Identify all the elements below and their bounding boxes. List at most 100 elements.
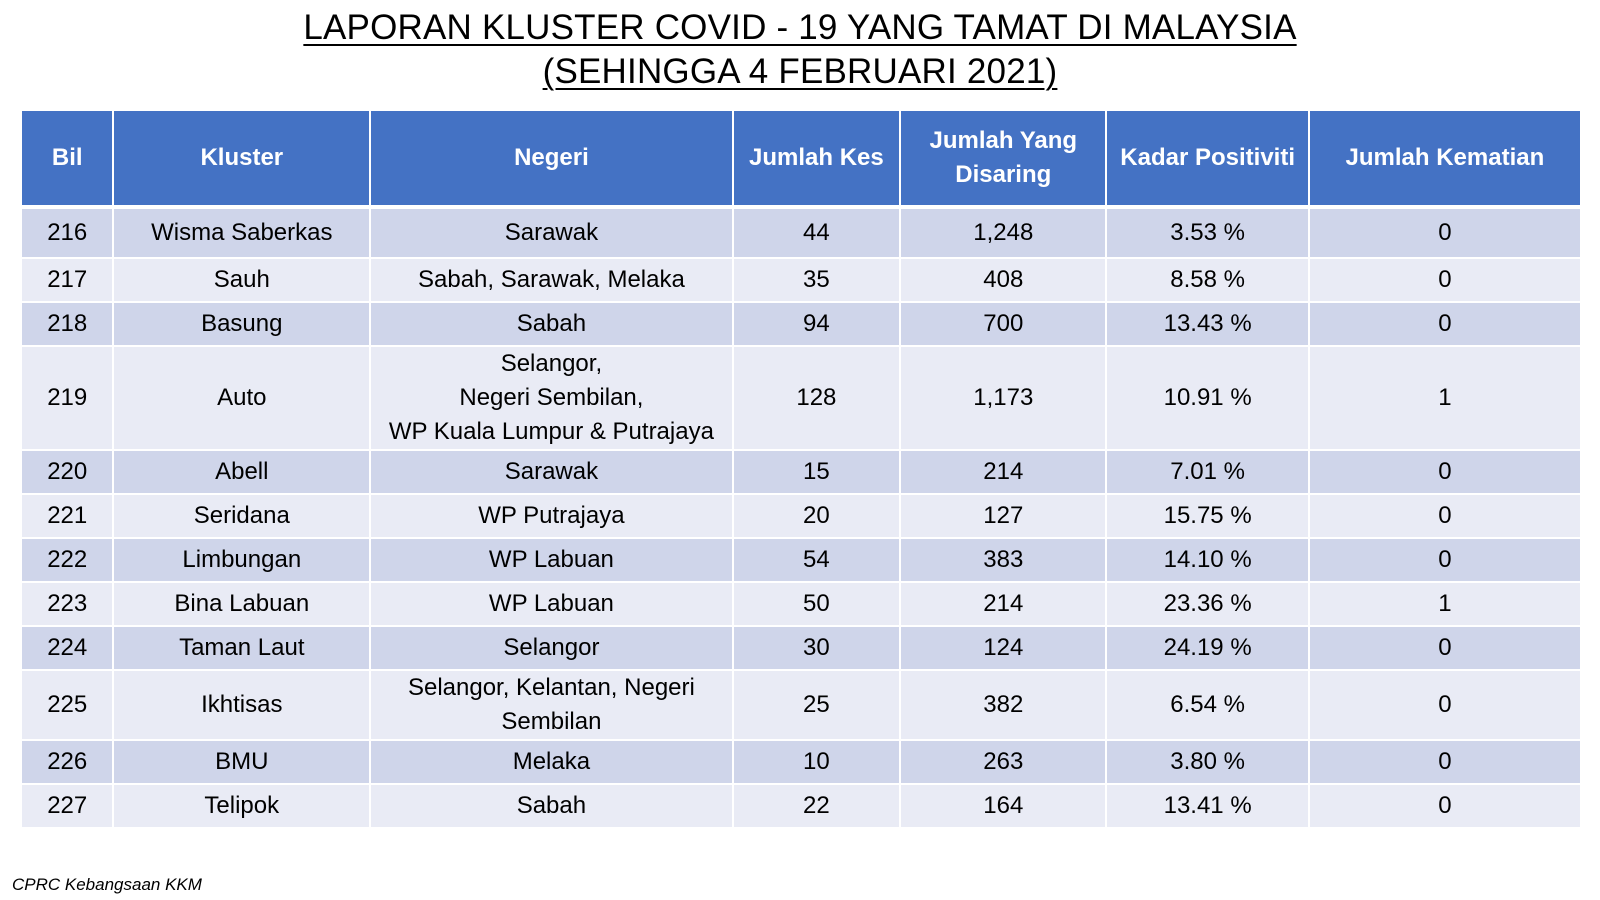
cell-jumlah-kematian: 0 bbox=[1307, 669, 1583, 741]
table-row: 216 Wisma Saberkas Sarawak 44 1,248 3.53… bbox=[19, 206, 1583, 259]
header-negeri: Negeri bbox=[369, 109, 734, 209]
table-row: 225 Ikhtisas Selangor, Kelantan, Negeri … bbox=[19, 669, 1583, 741]
cell-kadar-positiviti: 8.58 % bbox=[1105, 257, 1310, 303]
cell-bil: 227 bbox=[19, 783, 115, 829]
cell-kluster: Taman Laut bbox=[112, 625, 372, 671]
cell-kadar-positiviti: 13.41 % bbox=[1105, 783, 1310, 829]
cell-kluster: BMU bbox=[112, 739, 372, 785]
cell-jumlah-kematian: 0 bbox=[1307, 206, 1583, 259]
cell-jumlah-kes: 44 bbox=[731, 206, 902, 259]
cell-jumlah-disaring: 408 bbox=[899, 257, 1108, 303]
table-row: 226 BMU Melaka 10 263 3.80 % 0 bbox=[19, 739, 1583, 785]
title-line-2: (SEHINGGA 4 FEBRUARI 2021) bbox=[0, 50, 1600, 94]
cell-kadar-positiviti: 15.75 % bbox=[1105, 493, 1310, 539]
title-line-1: LAPORAN KLUSTER COVID - 19 YANG TAMAT DI… bbox=[0, 6, 1600, 50]
table-row: 217 Sauh Sabah, Sarawak, Melaka 35 408 8… bbox=[19, 257, 1583, 303]
table-header-row: Bil Kluster Negeri Jumlah Kes Jumlah Yan… bbox=[19, 109, 1583, 209]
cell-jumlah-kematian: 0 bbox=[1307, 449, 1583, 495]
header-kluster: Kluster bbox=[112, 109, 372, 209]
cell-negeri: Sabah, Sarawak, Melaka bbox=[369, 257, 734, 303]
cell-jumlah-kes: 15 bbox=[731, 449, 902, 495]
cell-negeri: Sabah bbox=[369, 301, 734, 347]
cell-kadar-positiviti: 10.91 % bbox=[1105, 345, 1310, 451]
report-title: LAPORAN KLUSTER COVID - 19 YANG TAMAT DI… bbox=[0, 6, 1600, 94]
cell-bil: 216 bbox=[19, 206, 115, 259]
cell-jumlah-disaring: 1,248 bbox=[899, 206, 1108, 259]
cell-kluster: Ikhtisas bbox=[112, 669, 372, 741]
cell-kadar-positiviti: 3.80 % bbox=[1105, 739, 1310, 785]
cell-negeri: WP Putrajaya bbox=[369, 493, 734, 539]
cell-kadar-positiviti: 3.53 % bbox=[1105, 206, 1310, 259]
cell-kluster: Bina Labuan bbox=[112, 581, 372, 627]
cell-negeri: WP Labuan bbox=[369, 537, 734, 583]
cell-bil: 217 bbox=[19, 257, 115, 303]
cell-jumlah-kes: 128 bbox=[731, 345, 902, 451]
cell-jumlah-kes: 20 bbox=[731, 493, 902, 539]
table-row: 219 Auto Selangor, Negeri Sembilan, WP K… bbox=[19, 345, 1583, 451]
cell-negeri: Selangor, Kelantan, Negeri Sembilan bbox=[369, 669, 734, 741]
cell-jumlah-kematian: 0 bbox=[1307, 301, 1583, 347]
cell-negeri: Sabah bbox=[369, 783, 734, 829]
header-jumlah-kematian: Jumlah Kematian bbox=[1307, 109, 1583, 209]
cell-kadar-positiviti: 13.43 % bbox=[1105, 301, 1310, 347]
cell-kluster: Telipok bbox=[112, 783, 372, 829]
cell-jumlah-disaring: 124 bbox=[899, 625, 1108, 671]
cell-bil: 225 bbox=[19, 669, 115, 741]
header-kadar-positiviti: Kadar Positiviti bbox=[1105, 109, 1310, 209]
cell-bil: 221 bbox=[19, 493, 115, 539]
cell-jumlah-kes: 54 bbox=[731, 537, 902, 583]
cell-jumlah-disaring: 263 bbox=[899, 739, 1108, 785]
cell-bil: 226 bbox=[19, 739, 115, 785]
cell-kluster: Limbungan bbox=[112, 537, 372, 583]
cell-jumlah-kes: 94 bbox=[731, 301, 902, 347]
table-row: 218 Basung Sabah 94 700 13.43 % 0 bbox=[19, 301, 1583, 347]
cell-kadar-positiviti: 14.10 % bbox=[1105, 537, 1310, 583]
cell-bil: 222 bbox=[19, 537, 115, 583]
cell-negeri: WP Labuan bbox=[369, 581, 734, 627]
cell-jumlah-kematian: 0 bbox=[1307, 625, 1583, 671]
title-line-2-text: (SEHINGGA 4 FEBRUARI 2021) bbox=[542, 52, 1058, 91]
cell-negeri: Melaka bbox=[369, 739, 734, 785]
cell-kadar-positiviti: 24.19 % bbox=[1105, 625, 1310, 671]
cell-jumlah-disaring: 383 bbox=[899, 537, 1108, 583]
cell-bil: 223 bbox=[19, 581, 115, 627]
header-bil: Bil bbox=[19, 109, 115, 209]
header-jumlah-disaring: Jumlah Yang Disaring bbox=[899, 109, 1108, 209]
table-row: 222 Limbungan WP Labuan 54 383 14.10 % 0 bbox=[19, 537, 1583, 583]
cell-jumlah-disaring: 382 bbox=[899, 669, 1108, 741]
cell-kluster: Seridana bbox=[112, 493, 372, 539]
cell-jumlah-kematian: 1 bbox=[1307, 345, 1583, 451]
header-jumlah-kes: Jumlah Kes bbox=[731, 109, 902, 209]
cell-jumlah-kematian: 0 bbox=[1307, 537, 1583, 583]
cell-jumlah-kes: 50 bbox=[731, 581, 902, 627]
cell-jumlah-disaring: 164 bbox=[899, 783, 1108, 829]
cell-jumlah-disaring: 127 bbox=[899, 493, 1108, 539]
cell-negeri: Selangor, Negeri Sembilan, WP Kuala Lump… bbox=[369, 345, 734, 451]
cell-negeri: Sarawak bbox=[369, 449, 734, 495]
cell-jumlah-disaring: 214 bbox=[899, 581, 1108, 627]
cell-jumlah-kes: 25 bbox=[731, 669, 902, 741]
cell-kluster: Basung bbox=[112, 301, 372, 347]
cell-bil: 219 bbox=[19, 345, 115, 451]
table-row: 223 Bina Labuan WP Labuan 50 214 23.36 %… bbox=[19, 581, 1583, 627]
cell-jumlah-disaring: 1,173 bbox=[899, 345, 1108, 451]
cell-jumlah-kes: 10 bbox=[731, 739, 902, 785]
cell-jumlah-kes: 22 bbox=[731, 783, 902, 829]
cell-bil: 224 bbox=[19, 625, 115, 671]
cell-bil: 220 bbox=[19, 449, 115, 495]
title-line-1-text: LAPORAN KLUSTER COVID - 19 YANG TAMAT DI… bbox=[303, 8, 1297, 47]
source-note: CPRC Kebangsaan KKM bbox=[12, 875, 202, 894]
cell-kluster: Wisma Saberkas bbox=[112, 206, 372, 259]
cluster-table: Bil Kluster Negeri Jumlah Kes Jumlah Yan… bbox=[19, 109, 1583, 829]
cell-negeri: Sarawak bbox=[369, 206, 734, 259]
cell-jumlah-disaring: 214 bbox=[899, 449, 1108, 495]
cell-kluster: Auto bbox=[112, 345, 372, 451]
cell-kadar-positiviti: 6.54 % bbox=[1105, 669, 1310, 741]
cell-jumlah-kes: 35 bbox=[731, 257, 902, 303]
cell-jumlah-kematian: 0 bbox=[1307, 783, 1583, 829]
cell-negeri: Selangor bbox=[369, 625, 734, 671]
table-row: 221 Seridana WP Putrajaya 20 127 15.75 %… bbox=[19, 493, 1583, 539]
cell-jumlah-kematian: 0 bbox=[1307, 739, 1583, 785]
table-row: 227 Telipok Sabah 22 164 13.41 % 0 bbox=[19, 783, 1583, 829]
cell-jumlah-kematian: 0 bbox=[1307, 493, 1583, 539]
